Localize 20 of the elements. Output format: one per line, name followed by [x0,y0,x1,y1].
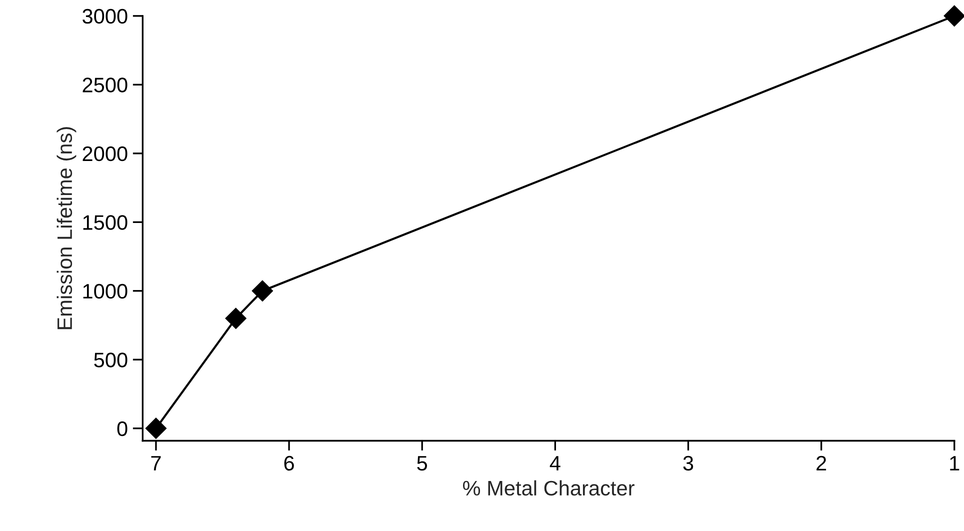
y-tick-label: 3000 [82,8,128,24]
y-tick-label: 1500 [83,215,128,230]
point [252,280,273,302]
x-tick-label: 3 [683,456,694,471]
point [944,5,964,26]
y-tick-label: 1000 [83,284,128,299]
x-tick-label: 5 [417,456,428,471]
x-tick-label: 6 [284,456,294,471]
y-tick-label: 0 [117,421,128,436]
x-tick-label: 7 [151,456,161,470]
point [225,308,246,329]
y-tick-label: 2000 [82,146,128,162]
x-tick-label: 4 [550,456,560,470]
x-tick-label: 1 [950,456,960,470]
y-tick-label: 500 [94,352,128,368]
x-tick-label: 2 [816,456,826,470]
x-axis-title: % Metal Character [463,480,634,496]
y-tick-label: 2500 [82,78,128,92]
y-axis-title: Emission Lifetime (ns) [56,127,76,330]
point [145,418,166,439]
